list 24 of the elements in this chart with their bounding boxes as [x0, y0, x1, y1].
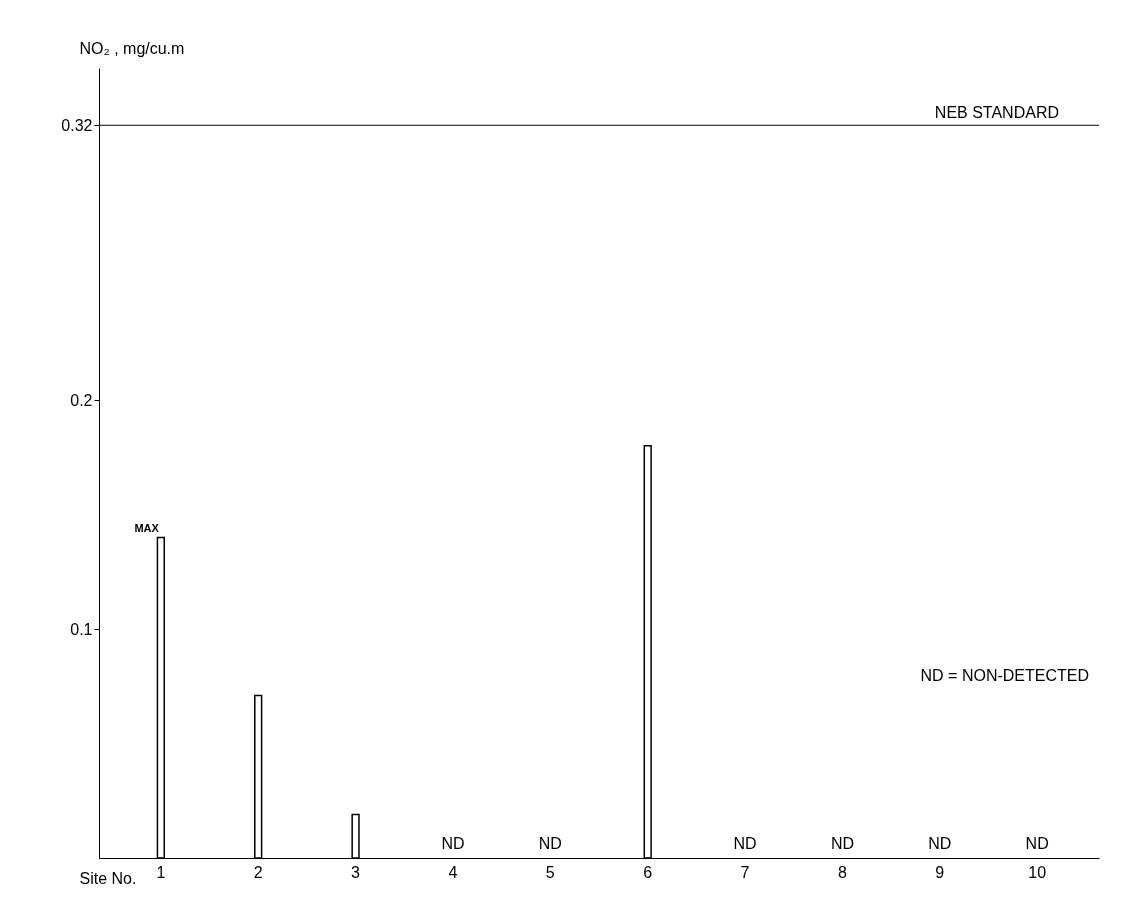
text: ND: [1025, 835, 1049, 852]
x-tick-label: 4: [448, 863, 458, 881]
x-tick-label: 2: [253, 863, 263, 881]
text: ND: [441, 835, 465, 852]
text: ND: [830, 835, 854, 852]
y-axis-title: NO₂ , mg/cu.m: [79, 39, 185, 57]
x-tick-label: 8: [837, 863, 847, 881]
annotation: ND = NON-DETECTED: [920, 667, 1089, 685]
text: ND: [733, 835, 757, 852]
y-tick-label: 0.2: [70, 391, 93, 409]
y-tick-label: 0.32: [61, 116, 93, 134]
x-tick-label: 7: [740, 863, 750, 881]
x-tick-label: 6: [643, 863, 653, 881]
x-tick-label: 5: [545, 863, 555, 881]
x-tick-label: 9: [935, 863, 945, 881]
annotation: MAX: [134, 522, 160, 535]
x-tick-label: 3: [351, 863, 361, 881]
x-axis-title: Site No.: [79, 869, 137, 887]
x-tick-label: 1: [156, 863, 166, 881]
text: ND: [928, 835, 952, 852]
ref-line-label: NEB STANDARD: [934, 104, 1059, 122]
text: ND: [538, 835, 562, 852]
x-tick-label: 10: [1028, 863, 1047, 881]
y-tick-label: 0.1: [70, 620, 93, 638]
